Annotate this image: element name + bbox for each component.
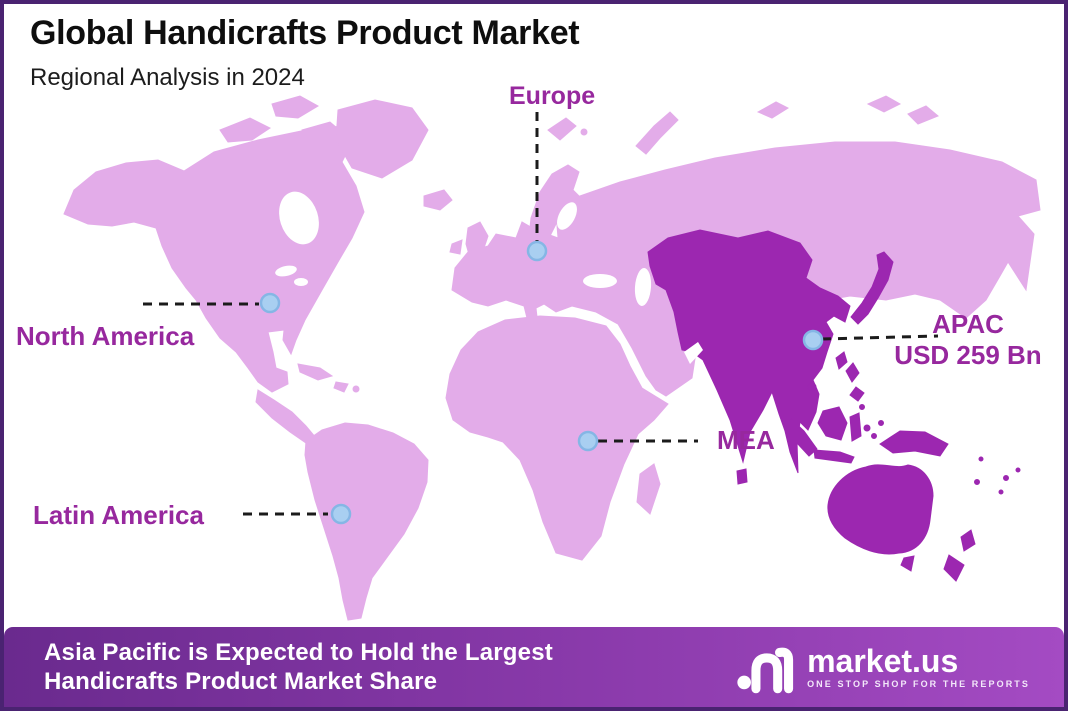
- japan: [850, 251, 894, 325]
- great-lakes: [275, 265, 297, 277]
- arctic-island: [301, 121, 345, 147]
- hudson-bay: [279, 191, 319, 245]
- caspian-sea: [634, 268, 652, 306]
- region-label-europe: Europe: [509, 82, 596, 110]
- baltic-sea: [557, 202, 577, 230]
- pacific-islet: [998, 489, 1004, 495]
- iceland: [423, 189, 453, 211]
- header: Global Handicrafts Product Market Region…: [30, 14, 580, 92]
- ireland: [449, 239, 463, 255]
- apac-dark-region: [647, 229, 1021, 582]
- svalbard: [547, 117, 577, 141]
- europe-marker-dot: [526, 240, 548, 262]
- sumatra: [785, 418, 818, 457]
- taiwan: [835, 351, 848, 370]
- market-us-logo: market.us ONE STOP SHOP FOR THE REPORTS: [736, 639, 1030, 695]
- madagascar: [636, 463, 661, 515]
- banner-line1: Asia Pacific is Expected to Hold the Lar…: [44, 639, 553, 666]
- continent-south-america: [304, 422, 429, 621]
- tasmania: [900, 555, 915, 572]
- apac-marker-dot: [802, 329, 824, 351]
- latin-america-marker-dot: [330, 503, 352, 525]
- region-label-latin-america: Latin America: [33, 500, 204, 530]
- siberian-island: [907, 105, 939, 125]
- siberian-island: [866, 95, 902, 113]
- page-subtitle: Regional Analysis in 2024: [30, 64, 305, 91]
- new-zealand-north: [960, 529, 976, 552]
- novaya-zemlya: [635, 111, 679, 155]
- arctic-island: [271, 95, 319, 119]
- philippines: [849, 386, 865, 402]
- black-sea: [583, 274, 617, 288]
- sulawesi: [849, 412, 862, 442]
- region-label-mea: MEA: [717, 425, 775, 455]
- greenland: [335, 99, 429, 179]
- banner-text: Asia Pacific is Expected to Hold the Lar…: [44, 638, 553, 696]
- australia: [827, 464, 934, 555]
- severnaya-zemlya: [756, 101, 790, 119]
- market-us-logo-mark: [737, 647, 794, 694]
- central-america: [255, 389, 317, 444]
- apac-value-text: USD 259 Bn: [894, 340, 1042, 370]
- pacific-islet: [974, 479, 980, 485]
- page-title: Global Handicrafts Product Market: [30, 14, 580, 52]
- apac-label-text: APAC: [932, 309, 1004, 339]
- sri-lanka: [736, 468, 748, 485]
- caribbean-island: [352, 385, 360, 393]
- bottom-banner: Asia Pacific is Expected to Hold the Lar…: [4, 627, 1064, 707]
- persian-gulf: [684, 342, 703, 364]
- logo-tagline: ONE STOP SHOP FOR THE REPORTS: [807, 678, 1030, 689]
- java: [813, 449, 855, 464]
- moluccas-islet: [871, 433, 877, 439]
- hispaniola: [333, 381, 349, 393]
- continent-africa: [445, 315, 669, 561]
- continent-north-america: [63, 125, 365, 393]
- arctic-island: [254, 143, 291, 161]
- philippines-islet: [859, 404, 865, 410]
- region-label-apac: APAC USD 259 Bn: [893, 309, 1043, 371]
- new-guinea: [879, 430, 949, 457]
- great-lakes: [294, 278, 308, 286]
- banner-line2: Handicrafts Product Market Share: [44, 668, 438, 695]
- pacific-islet: [978, 456, 984, 462]
- arctic-island: [219, 117, 271, 143]
- hainan: [807, 382, 817, 392]
- moluccas-islet: [863, 424, 871, 432]
- apac-connector-line: [821, 334, 939, 341]
- logo-text: market.us ONE STOP SHOP FOR THE REPORTS: [807, 642, 1030, 689]
- moluccas-islet: [878, 420, 884, 426]
- pacific-islet: [1003, 475, 1009, 481]
- borneo: [817, 406, 848, 441]
- connectors: [143, 112, 939, 525]
- svalbard-islet: [580, 128, 588, 136]
- north-america-marker-dot: [259, 292, 281, 314]
- cuba: [297, 363, 334, 381]
- philippines: [845, 362, 860, 383]
- pacific-islet: [1015, 467, 1021, 473]
- region-label-north-america: North America: [16, 321, 195, 351]
- new-zealand-south: [943, 554, 965, 582]
- logo-brand-name: market.us: [807, 642, 959, 679]
- mea-marker-dot: [577, 430, 599, 452]
- sea-details: [275, 191, 703, 364]
